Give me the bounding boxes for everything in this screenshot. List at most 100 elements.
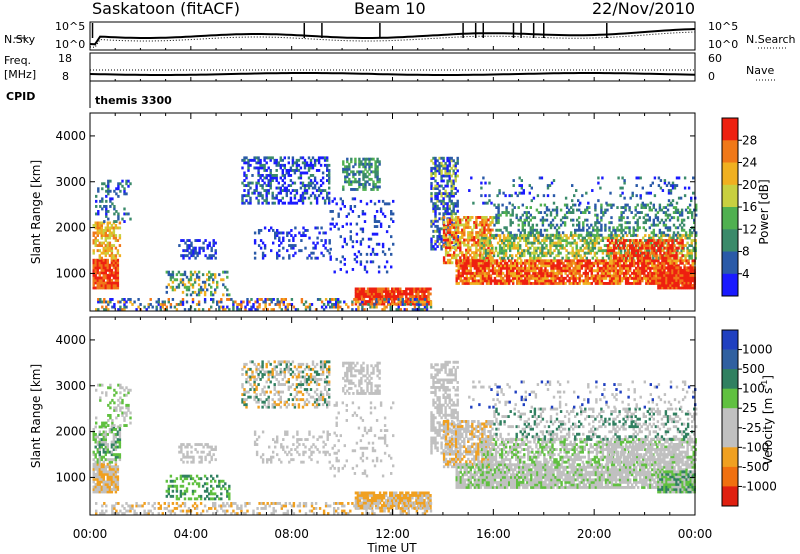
range-cell — [590, 269, 593, 273]
range-cell — [253, 191, 256, 195]
range-cell — [527, 236, 530, 240]
range-cell — [248, 308, 251, 311]
range-cell — [288, 256, 291, 260]
range-cell — [423, 292, 426, 296]
range-cell — [125, 179, 128, 183]
range-cell — [106, 266, 109, 270]
range-cell — [553, 236, 556, 240]
range-cell — [343, 237, 346, 241]
range-cell — [448, 207, 451, 211]
range-cell — [216, 303, 219, 306]
range-cell — [502, 249, 506, 253]
range-cell — [525, 249, 528, 253]
range-cell — [113, 305, 116, 309]
range-cell — [276, 254, 279, 258]
range-cell — [694, 244, 697, 247]
range-cell — [647, 282, 650, 285]
range-cell — [375, 252, 379, 256]
range-cell — [572, 282, 575, 285]
range-cell — [624, 276, 628, 280]
range-cell — [113, 189, 116, 193]
range-cell — [448, 169, 451, 173]
range-cell — [618, 271, 622, 275]
range-cell — [358, 180, 361, 184]
range-cell — [456, 235, 459, 238]
range-cell — [507, 231, 510, 235]
range-cell — [405, 302, 408, 306]
range-cell — [112, 231, 116, 235]
range-cell — [442, 197, 445, 201]
range-cell — [450, 166, 453, 170]
range-cell — [380, 292, 384, 296]
range-cell — [100, 261, 103, 265]
range-cell — [257, 181, 260, 185]
range-cell — [610, 203, 613, 207]
range-cell — [647, 271, 650, 275]
range-cell — [243, 174, 246, 177]
range-cell — [519, 251, 522, 255]
range-cell — [614, 266, 618, 270]
range-cell — [576, 223, 579, 227]
range-cell — [691, 284, 694, 287]
range-cell — [114, 279, 118, 282]
range-cell — [570, 218, 573, 222]
range-cell — [508, 276, 511, 280]
freq-label: Freq. — [4, 54, 31, 67]
range-cell — [554, 274, 557, 278]
range-cell — [471, 243, 474, 247]
range-cell — [666, 233, 670, 237]
range-cell — [665, 246, 668, 250]
range-cell — [668, 234, 671, 237]
range-cell — [463, 256, 466, 260]
range-cell — [245, 174, 248, 177]
range-cell — [238, 308, 241, 311]
range-cell — [529, 226, 532, 230]
range-cell — [259, 174, 262, 177]
range-cell — [573, 239, 576, 242]
range-cell — [271, 156, 274, 160]
range-cell — [608, 279, 612, 283]
range-cell — [565, 211, 569, 214]
range-cell — [98, 241, 101, 245]
range-cell — [643, 264, 646, 268]
range-cell — [253, 158, 256, 162]
range-cell — [549, 254, 552, 258]
range-cell — [473, 221, 476, 224]
range-cell — [96, 271, 99, 275]
range-cell — [661, 286, 664, 290]
range-cell — [313, 184, 317, 187]
range-cell — [98, 273, 101, 277]
range-cell — [290, 234, 293, 237]
range-cell — [524, 259, 527, 263]
range-cell — [475, 253, 478, 257]
range-cell — [653, 251, 656, 255]
range-cell — [241, 181, 244, 185]
range-cell — [664, 226, 668, 230]
range-cell — [177, 270, 181, 274]
range-cell — [557, 254, 560, 258]
range-cell — [584, 211, 587, 214]
range-cell — [503, 259, 507, 263]
range-cell — [477, 279, 481, 283]
range-cell — [636, 203, 639, 207]
range-cell — [315, 169, 319, 172]
range-cell — [560, 271, 563, 275]
range-cell — [480, 181, 483, 185]
freq-trace — [89, 72, 696, 76]
range-cell — [106, 261, 109, 265]
range-cell — [300, 249, 303, 253]
range-cell — [666, 203, 670, 207]
range-cell — [417, 303, 421, 306]
range-cell — [405, 292, 408, 296]
range-cell — [687, 276, 690, 280]
range-cell — [523, 236, 526, 240]
range-cell — [104, 263, 107, 267]
range-cell — [667, 261, 670, 265]
range-cell — [520, 261, 523, 265]
range-cell — [465, 243, 468, 247]
range-cell — [586, 228, 589, 232]
range-cell — [393, 302, 396, 306]
range-cell — [557, 239, 560, 242]
range-cell — [265, 176, 268, 180]
range-cell — [434, 184, 437, 188]
